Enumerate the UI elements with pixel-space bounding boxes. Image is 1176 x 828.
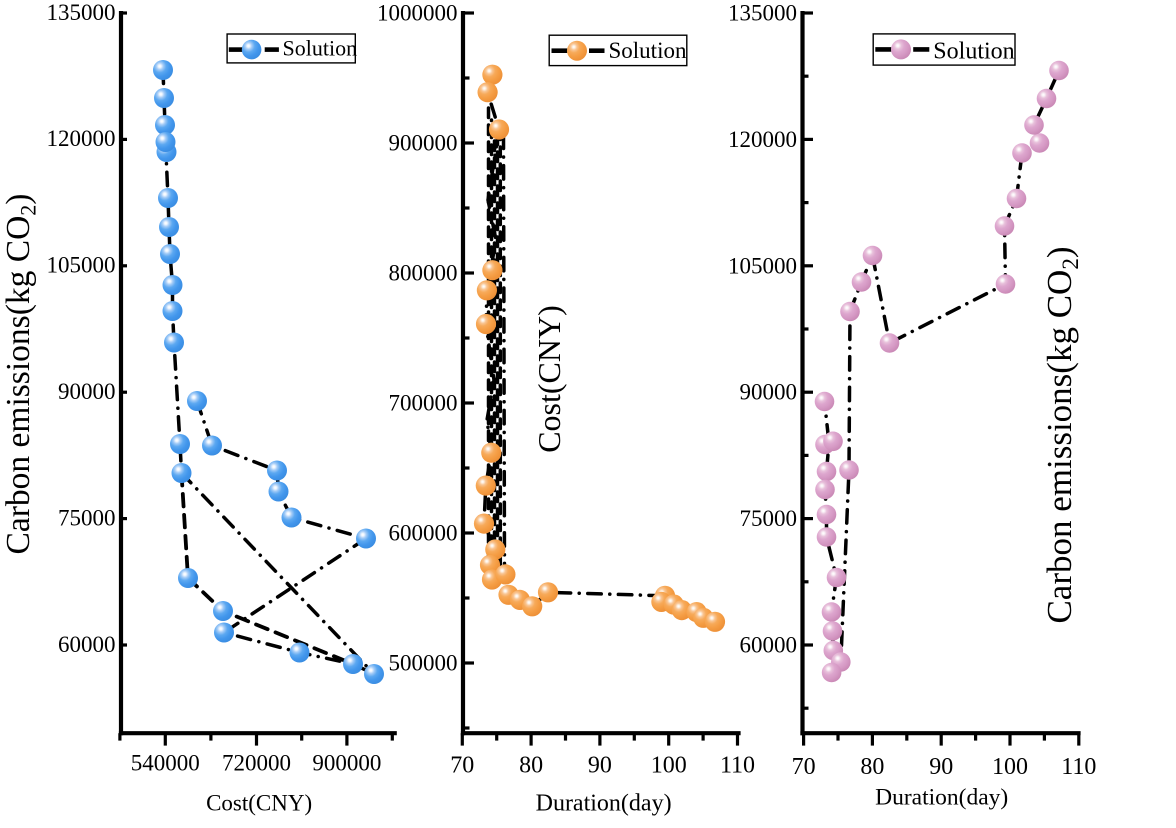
svg-text:90: 90 [588,753,612,779]
svg-text:900000: 900000 [389,131,458,156]
svg-text:Duration(day): Duration(day) [875,785,1008,811]
svg-text:75000: 75000 [740,506,798,531]
svg-text:Cost(CNY): Cost(CNY) [206,790,312,815]
svg-text:135000: 135000 [47,0,116,25]
svg-text:700000: 700000 [389,391,458,416]
svg-text:Duration(day): Duration(day) [536,791,672,817]
svg-text:720000: 720000 [222,751,291,776]
svg-text:90000: 90000 [740,380,798,405]
svg-text:120000: 120000 [47,126,116,151]
svg-text:110: 110 [1061,754,1096,780]
svg-text:500000: 500000 [389,651,458,676]
svg-text:800000: 800000 [389,261,458,286]
svg-text:90: 90 [929,754,953,780]
svg-text:105000: 105000 [728,253,797,278]
svg-text:110: 110 [720,753,755,779]
svg-text:Solution: Solution [283,35,358,60]
svg-text:600000: 600000 [389,521,458,546]
svg-text:Carbon emissions(kg CO2): Carbon emissions(kg CO2) [0,194,41,555]
svg-text:100: 100 [651,753,687,779]
svg-text:90000: 90000 [58,379,116,404]
svg-text:120000: 120000 [728,127,797,152]
svg-text:1000000: 1000000 [377,1,458,26]
svg-text:Solution: Solution [933,38,1014,64]
svg-text:70: 70 [450,753,474,779]
svg-text:135000: 135000 [728,1,797,26]
svg-text:Cost(CNY): Cost(CNY) [531,305,567,453]
svg-text:540000: 540000 [131,751,200,776]
svg-text:900000: 900000 [312,751,381,776]
svg-text:60000: 60000 [740,633,798,658]
svg-text:80: 80 [519,753,543,779]
svg-text:Solution: Solution [609,38,687,63]
svg-text:70: 70 [792,754,816,780]
svg-text:60000: 60000 [58,632,116,657]
svg-text:Carbon emissions(kg CO2): Carbon emissions(kg CO2) [1040,246,1083,623]
svg-text:75000: 75000 [58,505,116,530]
svg-text:100: 100 [992,754,1028,780]
svg-text:105000: 105000 [47,253,116,278]
svg-text:80: 80 [860,754,884,780]
